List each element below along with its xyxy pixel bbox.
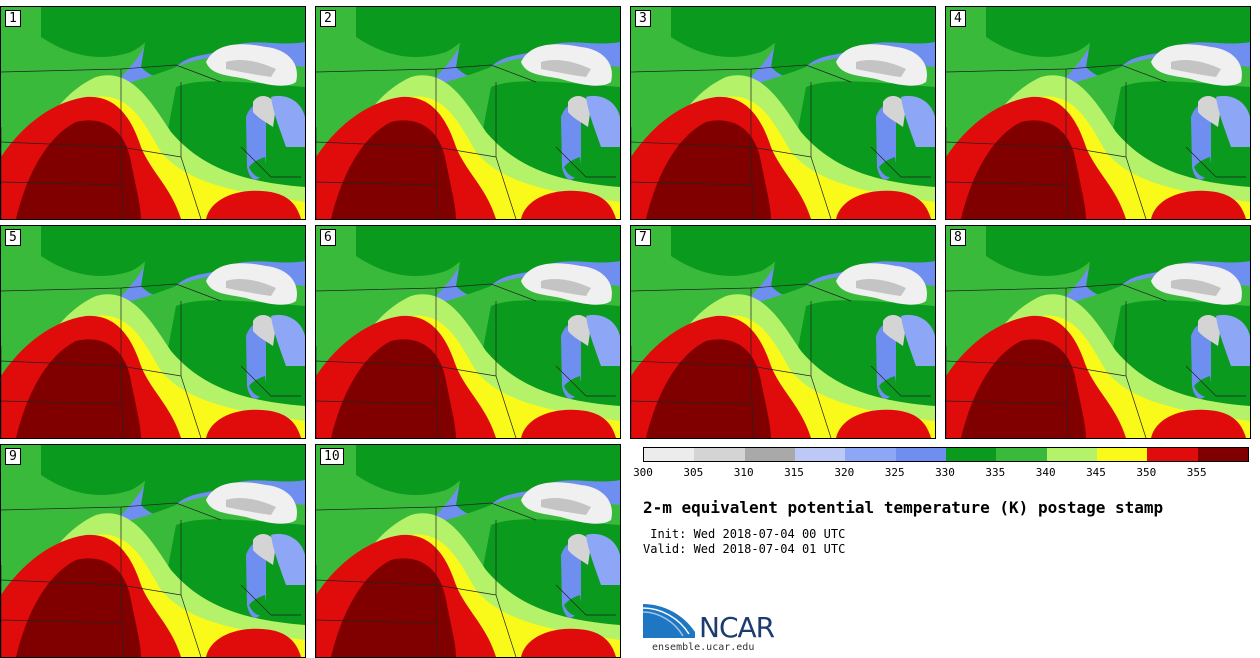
colorbar-tick-label: 300: [633, 466, 653, 479]
member-label: 6: [320, 229, 336, 246]
ensemble-member-map: 1: [0, 6, 306, 220]
member-label: 8: [950, 229, 966, 246]
member-label: 5: [5, 229, 21, 246]
valid-time: Valid: Wed 2018-07-04 01 UTC: [643, 542, 846, 556]
logo-text: NCAR: [699, 611, 775, 644]
colorbar-swatch: [644, 448, 695, 461]
colorbar-tick-label: 350: [1136, 466, 1157, 479]
colorbar-swatch: [1046, 448, 1097, 461]
colorbar-swatch: [996, 448, 1047, 461]
init-time: Init: Wed 2018-07-04 00 UTC: [643, 527, 846, 541]
ensemble-member-map: 6: [315, 225, 621, 439]
colorbar-tick-label: 320: [834, 466, 855, 479]
logo-url: ensemble.ucar.edu: [652, 642, 755, 653]
colorbar-tick-label: 310: [733, 466, 754, 479]
colorbar-tick-label: 340: [1035, 466, 1056, 479]
colorbar-tick-label: 335: [985, 466, 1006, 479]
ensemble-member-map: 10: [315, 444, 621, 658]
colorbar-tick-label: 355: [1186, 466, 1207, 479]
figure-title: 2-m equivalent potential temperature (K)…: [643, 498, 1164, 517]
colorbar-swatch: [895, 448, 946, 461]
colorbar-swatch: [744, 448, 795, 461]
member-label: 10: [320, 448, 344, 465]
colorbar-tick-label: 325: [884, 466, 905, 479]
ensemble-member-map: 9: [0, 444, 306, 658]
ensemble-member-map: 7: [630, 225, 936, 439]
colorbar-tick-label: 315: [784, 466, 804, 479]
colorbar-swatch: [1147, 448, 1198, 461]
colorbar-swatch: [1197, 448, 1248, 461]
colorbar-swatch: [1096, 448, 1148, 461]
ensemble-member-map: 2: [315, 6, 621, 220]
member-label: 7: [635, 229, 651, 246]
member-label: 1: [5, 10, 21, 27]
ensemble-member-map: 8: [945, 225, 1251, 439]
member-label: 3: [635, 10, 651, 27]
colorbar-swatch: [945, 448, 997, 461]
colorbar-tick-label: 330: [935, 466, 955, 479]
member-label: 2: [320, 10, 336, 27]
colorbar: [643, 447, 1249, 462]
ncar-logo-icon: [643, 604, 695, 638]
ensemble-member-map: 3: [630, 6, 936, 220]
colorbar-swatch: [794, 448, 846, 461]
colorbar-tick-label: 345: [1086, 466, 1106, 479]
ensemble-member-map: 5: [0, 225, 306, 439]
colorbar-swatch: [845, 448, 896, 461]
colorbar-ticks: 300 305 310 315 320 325 330 335 340 345 350 355: [633, 466, 1249, 480]
colorbar-tick-label: 305: [683, 466, 704, 479]
member-label: 4: [950, 10, 966, 27]
ensemble-member-map: 4: [945, 6, 1251, 220]
member-label: 9: [5, 448, 21, 465]
colorbar-swatch: [694, 448, 745, 461]
